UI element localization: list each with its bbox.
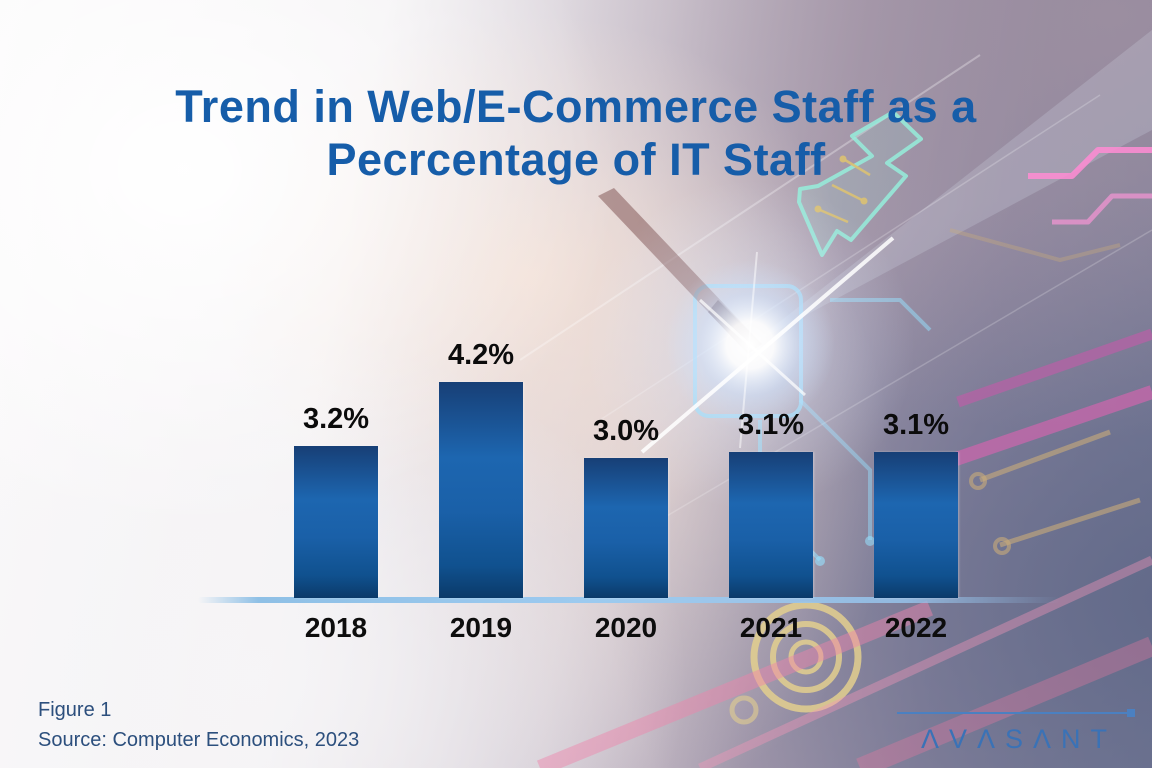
bar-value-label: 3.1% [882, 409, 950, 441]
bar-group: 3.1% 2022 [844, 409, 988, 643]
bar-group: 3.2% 2018 [264, 403, 408, 643]
bar [584, 458, 668, 598]
bar-value-label: 4.2% [447, 339, 515, 371]
logo-dot-icon [1127, 709, 1135, 717]
avasant-logo: ΛVΛSΛNT [897, 709, 1135, 755]
yellow-circuit-traces [949, 228, 1141, 555]
bar [294, 446, 378, 598]
light-flare [585, 180, 915, 510]
x-axis-label: 2021 [739, 612, 803, 643]
bar-value-label: 3.0% [592, 415, 660, 447]
bar [874, 452, 958, 598]
bar-group: 3.1% 2021 [699, 409, 843, 643]
chart-title-line1: Trend in Web/E-Commerce Staff as a [175, 81, 977, 133]
bar [729, 452, 813, 598]
circuit-rings-icon [729, 601, 862, 725]
bar-value-label: 3.1% [737, 409, 805, 441]
pink-light-streaks [536, 555, 1152, 768]
bar [439, 382, 523, 598]
figure-label: Figure 1 [38, 699, 112, 721]
x-axis-line [198, 597, 1060, 603]
x-axis-label: 2019 [449, 612, 513, 643]
bar-value-label: 3.2% [302, 403, 370, 435]
logo-rule-line [897, 709, 1135, 717]
x-axis-label: 2022 [884, 612, 948, 643]
logo-wordmark: ΛVΛSΛNT [920, 724, 1118, 754]
x-axis-label: 2018 [304, 612, 368, 643]
bar-group: 4.2% 2019 [409, 339, 553, 643]
chart-title-line2: Pecrcentage of IT Staff [326, 134, 826, 186]
bar-group: 3.0% 2020 [554, 415, 698, 643]
chart-title: Trend in Web/E-Commerce Staff as a Pecrc… [0, 80, 1152, 186]
source-label: Source: Computer Economics, 2023 [38, 729, 360, 751]
x-axis-label: 2020 [594, 612, 658, 643]
figure-note: Figure 1 Source: Computer Economics, 202… [38, 695, 359, 755]
